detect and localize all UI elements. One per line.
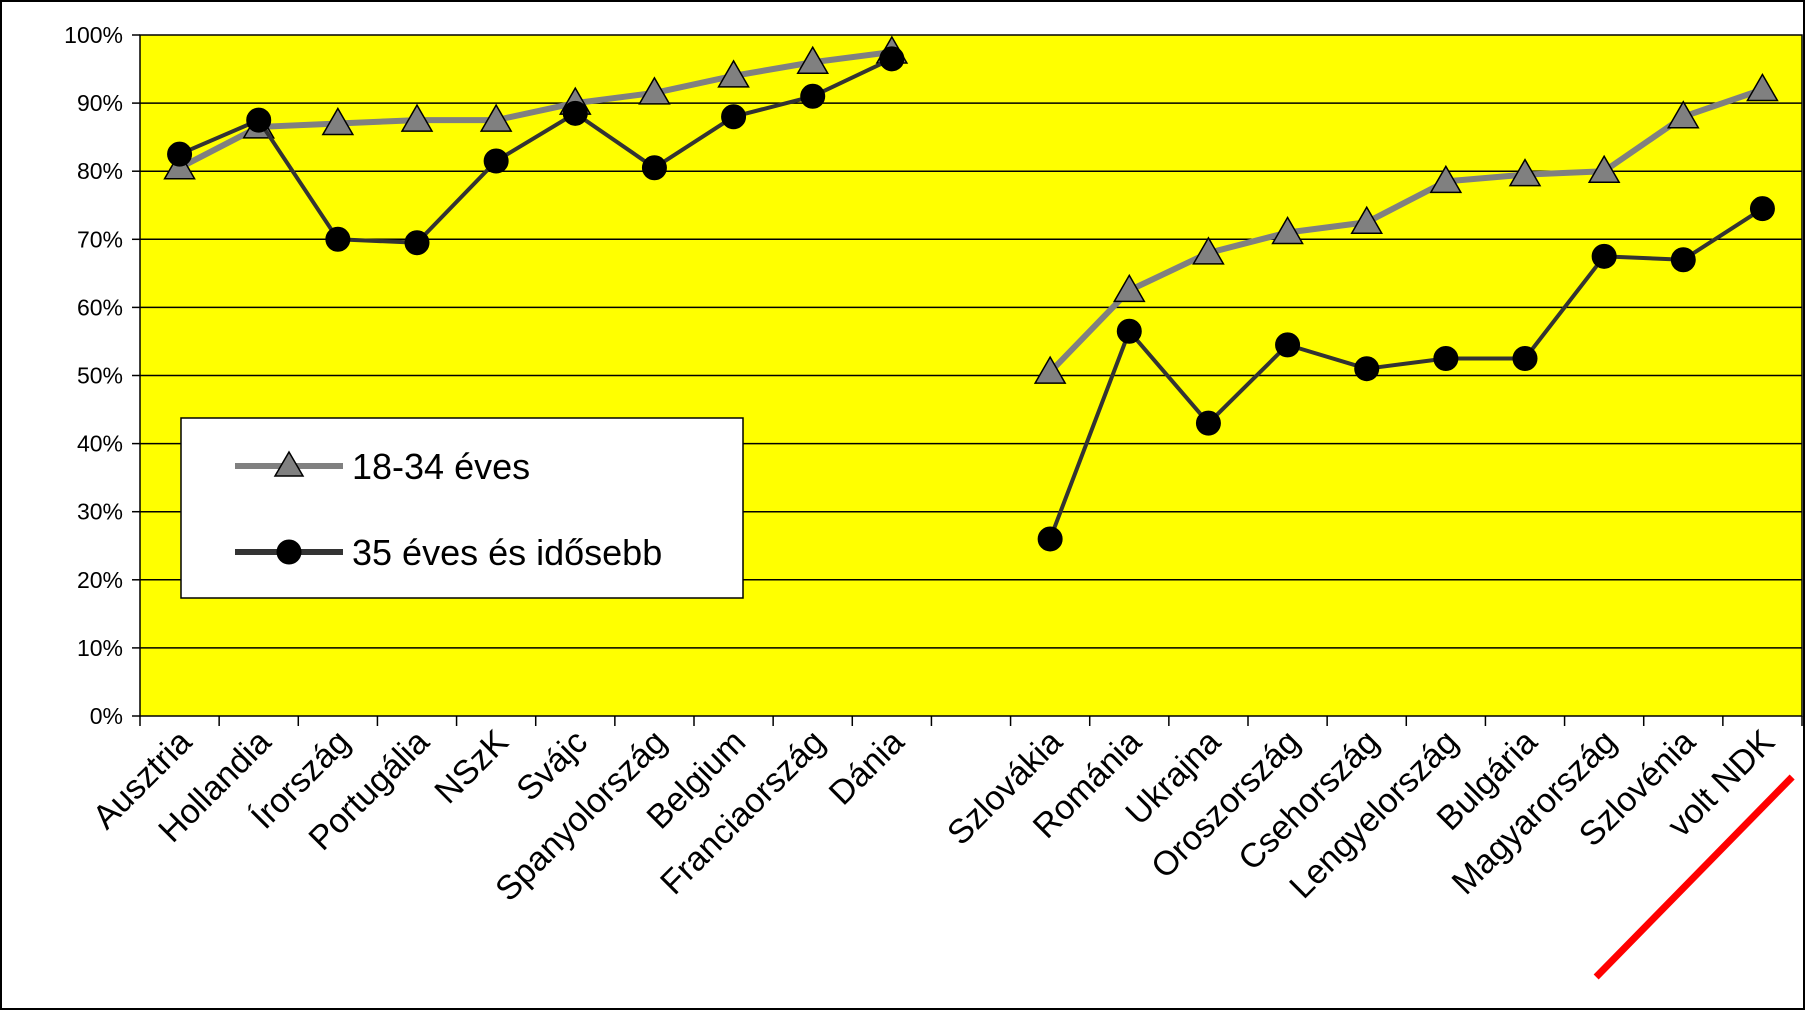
data-point-triangle bbox=[1350, 205, 1384, 235]
y-tick-label: 50% bbox=[77, 363, 123, 389]
legend-marker-triangle-icon bbox=[273, 450, 305, 477]
series-line bbox=[1048, 206, 1764, 540]
data-point-circle bbox=[1512, 345, 1538, 371]
data-point-circle bbox=[246, 107, 272, 133]
legend: 18-34 éves 35 éves és idősebb bbox=[180, 417, 744, 599]
data-point-triangle bbox=[400, 103, 434, 132]
data-point-triangle bbox=[479, 103, 513, 132]
data-point-circle bbox=[404, 230, 430, 256]
data-point-circle bbox=[1037, 526, 1063, 552]
data-point-circle bbox=[1275, 332, 1301, 358]
data-point-circle bbox=[879, 46, 905, 72]
series-line bbox=[178, 57, 893, 245]
y-tick-label: 60% bbox=[77, 294, 123, 320]
y-tick-label: 90% bbox=[77, 90, 123, 116]
data-point-triangle bbox=[638, 76, 671, 105]
data-point-circle bbox=[1591, 243, 1617, 269]
legend-box bbox=[180, 417, 744, 599]
data-point-triangle bbox=[1666, 100, 1700, 129]
data-point-triangle bbox=[1508, 158, 1542, 187]
data-point-circle bbox=[1195, 410, 1221, 436]
y-tick-label: 0% bbox=[90, 703, 123, 729]
data-point-triangle bbox=[1112, 273, 1146, 303]
data-point-triangle bbox=[717, 59, 750, 88]
y-tick-label: 10% bbox=[77, 635, 123, 661]
data-point-circle bbox=[483, 148, 509, 174]
data-point-circle bbox=[1670, 247, 1696, 273]
y-axis-ticks: 0% 10% 20% 30% 40% 50% 60% 70% 80% 90% 100% bbox=[64, 22, 140, 729]
data-point-triangle bbox=[1429, 164, 1463, 194]
y-tick-label: 30% bbox=[77, 499, 123, 525]
series-line bbox=[1047, 86, 1764, 375]
series-line bbox=[178, 49, 893, 171]
data-point-circle bbox=[721, 104, 747, 130]
legend-label-series-2: 35 éves és idősebb bbox=[352, 532, 662, 573]
data-point-circle bbox=[325, 226, 351, 252]
data-point-circle bbox=[641, 155, 667, 181]
data-point-triangle bbox=[1033, 355, 1067, 384]
data-point-circle bbox=[562, 100, 588, 126]
data-point-triangle bbox=[321, 107, 355, 136]
data-point-circle bbox=[1749, 196, 1775, 222]
data-point-circle bbox=[1354, 356, 1380, 382]
y-tick-label: 70% bbox=[77, 226, 123, 252]
legend-label-series-1: 18-34 éves bbox=[352, 446, 530, 487]
data-point-circle bbox=[1116, 318, 1142, 344]
y-tick-label: 80% bbox=[77, 158, 123, 184]
y-tick-label: 100% bbox=[64, 22, 123, 48]
legend-marker-circle-icon bbox=[276, 539, 302, 565]
data-point-triangle bbox=[796, 45, 830, 74]
data-point-triangle bbox=[1271, 215, 1304, 245]
strike-through-highlight bbox=[1593, 774, 1795, 980]
y-tick-label: 20% bbox=[77, 567, 123, 593]
series-2 bbox=[167, 46, 1775, 552]
data-point-circle bbox=[1433, 345, 1459, 371]
data-point-triangle bbox=[1192, 236, 1225, 265]
data-point-triangle bbox=[1587, 154, 1621, 183]
data-point-circle bbox=[167, 141, 193, 167]
y-tick-label: 40% bbox=[77, 431, 123, 457]
data-point-circle bbox=[800, 83, 826, 109]
series-group bbox=[163, 35, 1779, 552]
data-point-triangle bbox=[1746, 72, 1779, 102]
